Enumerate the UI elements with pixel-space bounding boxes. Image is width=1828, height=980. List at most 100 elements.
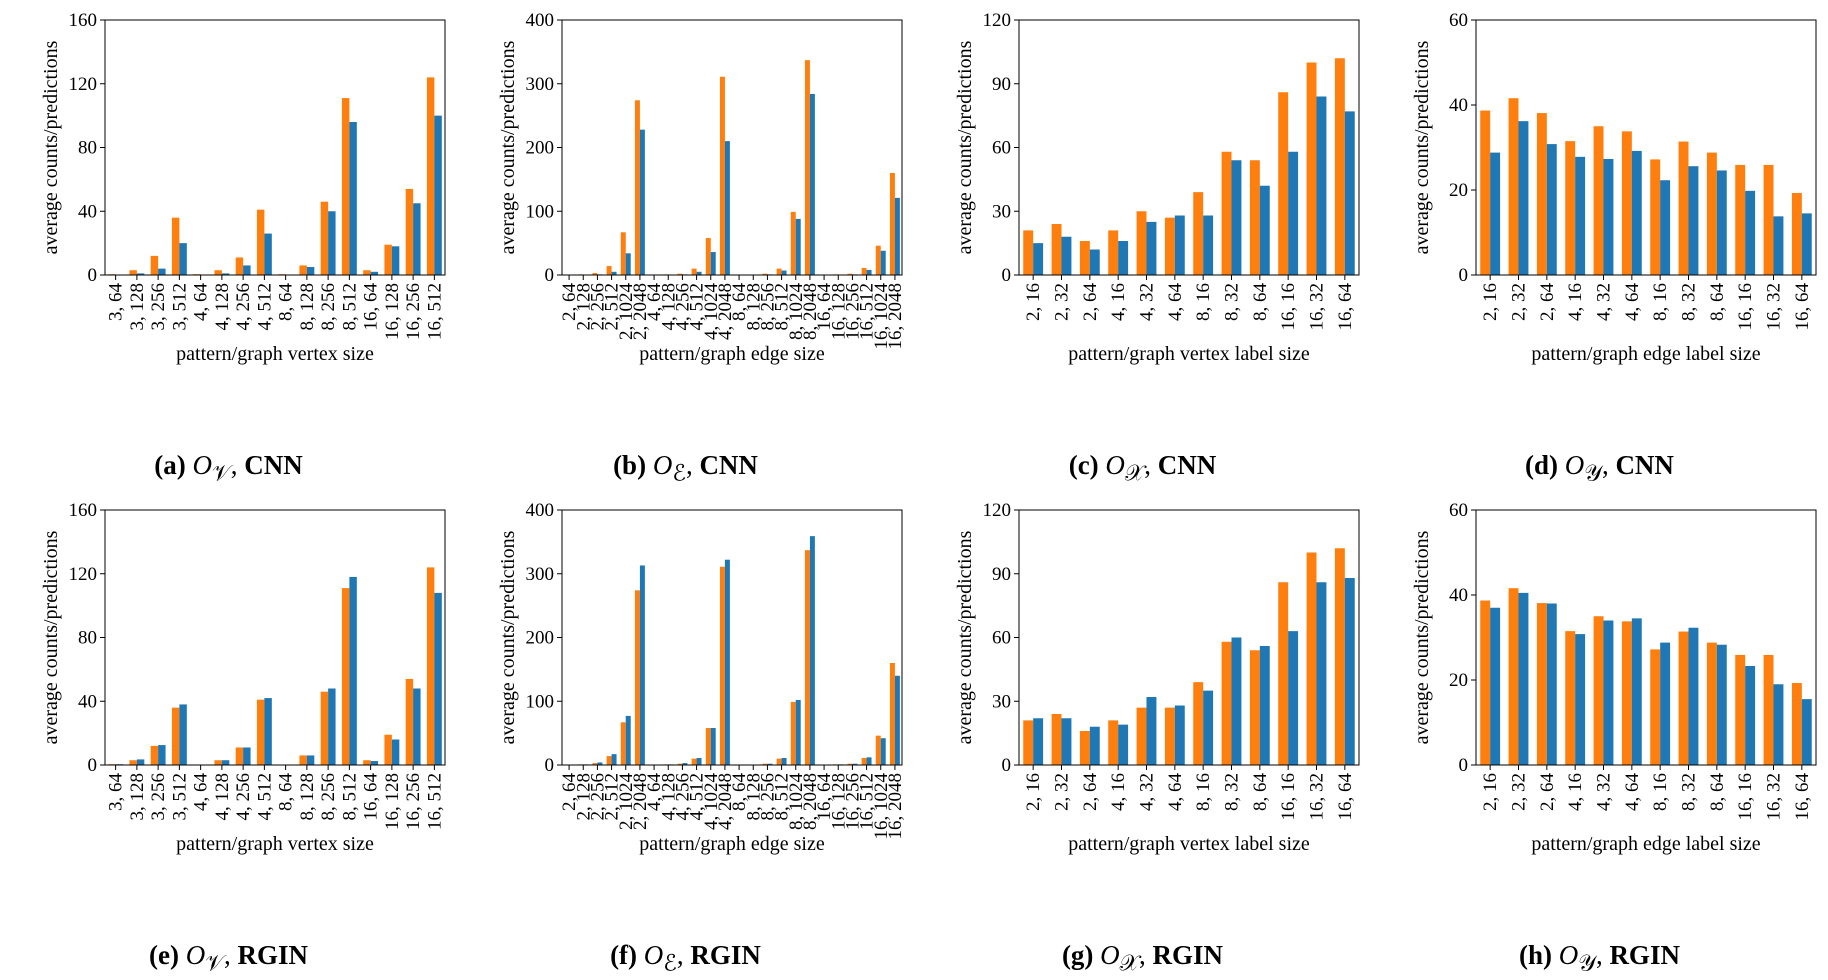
bar-count-g-9 <box>1278 582 1289 765</box>
x-tick-label-a-3: 3, 512 <box>169 283 190 331</box>
x-tick-label-c-4: 4, 32 <box>1137 283 1158 321</box>
bar-prediction-a-14 <box>413 203 421 275</box>
x-tick-label-d-5: 4, 64 <box>1622 283 1643 322</box>
bar-prediction-c-9 <box>1288 151 1299 275</box>
bar-prediction-h-6 <box>1660 642 1671 765</box>
caption-c: (c) O𝒳, CNN <box>1068 450 1217 486</box>
x-tick-label-c-10: 16, 32 <box>1307 283 1328 331</box>
y-tick-label-g-0: 0 <box>1002 755 1012 776</box>
x-tick-label-e-0: 3, 64 <box>106 773 127 812</box>
y-axis-label-g: average counts/predictions <box>954 530 976 744</box>
y-tick-label-b-4: 400 <box>526 10 555 31</box>
x-tick-label-f-4: 2, 1024 <box>616 773 637 831</box>
x-tick-label-d-11: 16, 64 <box>1792 283 1813 331</box>
x-tick-label-f-10: 4, 1024 <box>701 773 722 831</box>
bar-count-a-10 <box>320 201 329 275</box>
y-axis-label-e: average counts/predictions <box>40 530 62 744</box>
bar-prediction-c-7 <box>1231 160 1242 275</box>
bar-count-h-11 <box>1791 682 1802 765</box>
x-tick-label-c-1: 2, 32 <box>1052 283 1073 321</box>
y-tick-label-g-4: 120 <box>983 500 1012 521</box>
bar-prediction-c-1 <box>1061 236 1072 275</box>
x-tick-label-b-21: 16, 512 <box>857 283 878 340</box>
caption-f: (f) Oℰ, RGIN <box>610 940 761 976</box>
bar-count-f-3 <box>606 756 612 765</box>
bar-prediction-h-2 <box>1546 603 1557 765</box>
x-tick-label-c-7: 8, 32 <box>1222 283 1243 321</box>
x-tick-label-f-20: 16, 256 <box>842 773 863 830</box>
bar-count-d-5 <box>1621 131 1632 275</box>
bar-prediction-b-5 <box>639 129 645 275</box>
panel-e: 3, 64 3, 128 3, 256 3, 512 4, 64 4, 128 4, 256… <box>0 490 457 980</box>
bar-count-f-5 <box>634 590 640 765</box>
bar-prediction-b-4 <box>625 253 631 275</box>
x-tick-label-g-1: 2, 32 <box>1052 773 1073 811</box>
bar-prediction-c-11 <box>1344 111 1355 276</box>
x-tick-label-b-14: 8, 256 <box>757 283 778 331</box>
x-tick-label-d-9: 16, 16 <box>1735 283 1756 331</box>
bar-prediction-d-9 <box>1745 190 1756 275</box>
bar-prediction-a-1 <box>136 273 145 275</box>
x-axis-label-h: pattern/graph edge label size <box>1531 833 1760 855</box>
plot-frame-c <box>1018 19 1360 276</box>
x-tick-label-g-5: 4, 64 <box>1165 773 1186 812</box>
bar-prediction-f-21 <box>866 757 872 765</box>
x-tick-label-d-0: 2, 16 <box>1480 283 1501 321</box>
bar-count-h-4 <box>1593 616 1604 765</box>
x-tick-label-f-17: 8, 2048 <box>800 773 821 830</box>
bar-prediction-f-17 <box>809 536 815 765</box>
bar-count-a-3 <box>171 217 180 276</box>
chart-e: 3, 64 3, 128 3, 256 3, 512 4, 64 4, 128 4, 256… <box>40 500 446 855</box>
x-tick-label-a-7: 4, 512 <box>254 283 275 331</box>
bar-count-d-7 <box>1678 141 1689 275</box>
x-tick-label-b-2: 2, 256 <box>587 283 608 331</box>
bar-count-g-1 <box>1051 714 1062 765</box>
bar-count-d-6 <box>1650 159 1661 275</box>
caption-h: (h) O𝒴, RGIN <box>1519 940 1680 976</box>
y-tick-label-f-2: 200 <box>526 628 555 649</box>
y-tick-label-f-3: 300 <box>526 564 555 585</box>
bar-prediction-b-16 <box>795 218 801 275</box>
bar-prediction-b-11 <box>724 141 730 276</box>
bar-prediction-h-1 <box>1518 592 1529 766</box>
y-tick-label-a-0: 0 <box>88 265 98 286</box>
bar-prediction-h-11 <box>1801 699 1812 766</box>
x-tick-label-b-9: 4, 512 <box>687 283 708 331</box>
bars-d <box>1480 98 1812 276</box>
bar-count-h-5 <box>1621 621 1632 765</box>
bar-count-d-4 <box>1593 126 1604 275</box>
bars-b <box>564 60 900 276</box>
bar-prediction-c-6 <box>1203 215 1214 275</box>
bar-prediction-a-7 <box>264 233 272 275</box>
x-tick-label-e-2: 3, 256 <box>148 773 169 821</box>
y-tick-label-b-1: 100 <box>526 201 555 222</box>
caption-g: (g) O𝒳, RGIN <box>1061 940 1224 976</box>
x-tick-label-g-4: 4, 32 <box>1137 773 1158 811</box>
caption-e: (e) O𝒱, RGIN <box>149 940 308 976</box>
y-tick-label-c-2: 60 <box>992 138 1011 159</box>
x-tick-label-g-2: 2, 64 <box>1080 773 1101 812</box>
bar-prediction-c-3 <box>1118 241 1129 275</box>
bar-count-c-0 <box>1023 230 1034 276</box>
bar-count-b-15 <box>776 268 782 276</box>
x-tick-label-f-21: 16, 512 <box>857 773 878 830</box>
bar-count-b-10 <box>705 238 711 275</box>
bar-count-a-12 <box>363 270 371 275</box>
y-tick-label-c-1: 30 <box>992 201 1011 222</box>
x-axis-label-e: pattern/graph vertex size <box>176 833 374 855</box>
bar-prediction-a-6 <box>243 265 251 275</box>
caption-b: (b) Oℰ, CNN <box>613 450 758 486</box>
bar-count-e-6 <box>235 747 244 765</box>
bar-prediction-a-9 <box>306 267 315 275</box>
bar-count-b-22 <box>875 245 881 275</box>
x-tick-label-b-8: 4, 256 <box>672 283 693 331</box>
y-tick-label-d-0: 0 <box>1459 265 1469 286</box>
bar-count-a-6 <box>235 257 244 275</box>
x-tick-label-h-5: 4, 64 <box>1622 773 1643 812</box>
bar-count-e-1 <box>129 760 137 765</box>
bar-prediction-c-5 <box>1174 215 1185 275</box>
bar-count-f-14 <box>762 763 768 765</box>
x-tick-label-a-9: 8, 128 <box>297 283 318 331</box>
bar-count-b-8 <box>677 273 683 275</box>
x-tick-label-g-3: 4, 16 <box>1108 773 1129 811</box>
